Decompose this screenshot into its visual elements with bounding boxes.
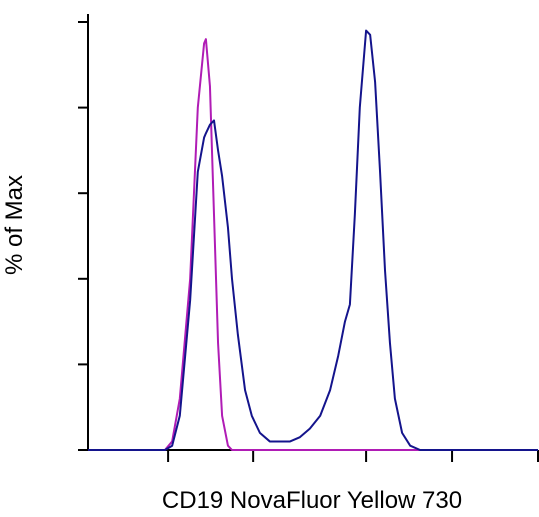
histogram-line [88, 29, 538, 451]
histogram-line [88, 38, 538, 451]
y-axis-label: % of Max [1, 175, 28, 275]
x-axis-label: CD19 NovaFluor Yellow 730 [162, 487, 462, 514]
